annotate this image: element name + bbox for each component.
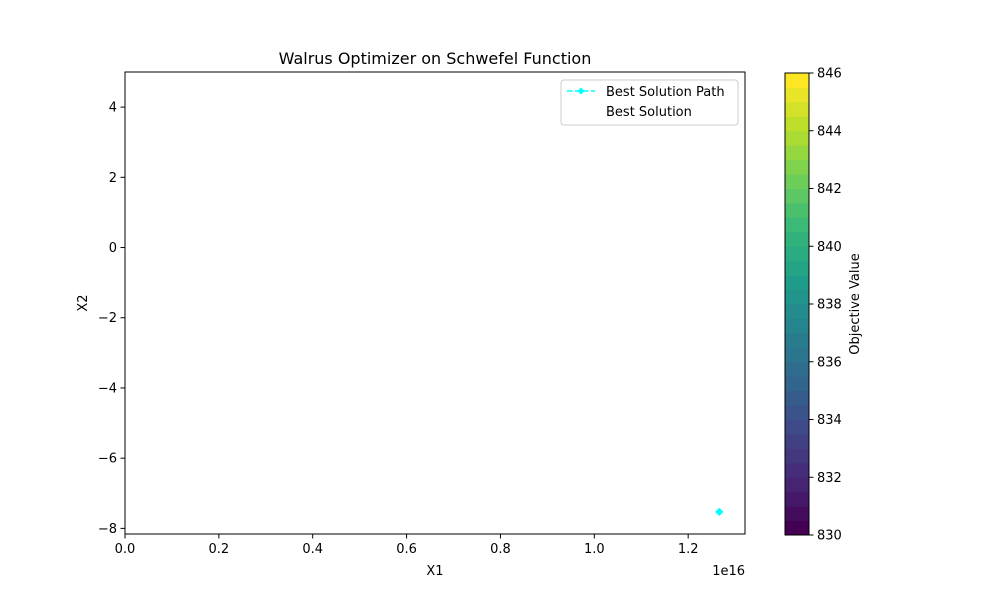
data-point [715, 507, 724, 517]
colorbar-tick-label: 832 [817, 471, 842, 486]
y-tick-label: −2 [98, 311, 117, 326]
colorbar-gradient [785, 73, 809, 536]
colorbar-level [785, 376, 809, 392]
colorbar-tick-label: 830 [817, 529, 842, 544]
x-tick-label: 0.2 [209, 542, 230, 557]
x-axis-label: X1 [426, 564, 443, 579]
colorbar-level [785, 174, 809, 189]
colorbar-tick-label: 844 [817, 124, 842, 139]
y-axis-label: X2 [76, 294, 91, 311]
colorbar-level [785, 318, 809, 334]
colorbar-label: Objective Value [848, 253, 863, 354]
y-axis: 4 2 0 −2 −4 −6 −8 [98, 101, 125, 537]
colorbar-level [785, 390, 809, 406]
colorbar-level [785, 116, 809, 132]
y-tick-label: −6 [98, 452, 117, 467]
colorbar: 830 832 834 836 838 840 842 844 846 Objective Va… [784, 67, 863, 544]
data-layer [715, 507, 724, 517]
colorbar-level [785, 246, 809, 262]
colorbar-level [785, 419, 809, 435]
colorbar-level [785, 433, 809, 449]
colorbar-level [785, 405, 809, 420]
colorbar-level [785, 347, 809, 363]
chart-title: Walrus Optimizer on Schwefel Function [279, 49, 592, 68]
y-tick-label: −4 [98, 381, 117, 396]
colorbar-level [785, 145, 809, 161]
colorbar-level [785, 304, 809, 319]
x-offset-label: 1e16 [712, 564, 745, 579]
colorbar-level [785, 361, 809, 377]
colorbar-level [785, 275, 809, 291]
y-tick-label: 4 [109, 101, 117, 116]
colorbar-level [785, 159, 809, 175]
colorbar-tick-label: 840 [817, 240, 842, 255]
colorbar-level [785, 477, 809, 493]
plot-frame [124, 71, 746, 535]
colorbar-tick-label: 842 [817, 182, 842, 197]
legend-label-best-solution-path: Best Solution Path [606, 85, 725, 100]
legend-box [560, 79, 739, 126]
colorbar-level [785, 520, 809, 536]
legend-diamond-marker-icon [577, 87, 585, 95]
x-tick-label: 0.8 [490, 542, 511, 557]
colorbar-level [785, 217, 809, 233]
colorbar-tick-label: 834 [817, 413, 842, 428]
y-tick-label: 0 [109, 241, 117, 256]
colorbar-level [785, 260, 809, 276]
colorbar-level [785, 87, 809, 103]
colorbar-level [785, 231, 809, 247]
plot-area: 4 2 0 −2 −4 −6 −8 0.0 0.2 0.4 0.6 0.8 1.0 1.2 [98, 71, 746, 557]
x-tick-label: 0.0 [115, 542, 136, 557]
colorbar-level [785, 202, 809, 218]
colorbar-level [785, 491, 809, 507]
colorbar-level [785, 188, 809, 204]
colorbar-tick-label: 846 [817, 67, 842, 82]
x-tick-label: 0.6 [396, 542, 417, 557]
x-tick-label: 1.0 [584, 542, 605, 557]
y-tick-label: 2 [109, 171, 117, 186]
legend-label-best-solution: Best Solution [606, 105, 692, 120]
x-tick-label: 1.2 [678, 542, 699, 557]
colorbar-axis: 830 832 834 836 838 840 842 844 846 [809, 67, 842, 544]
colorbar-level [785, 332, 809, 348]
colorbar-level [785, 73, 809, 88]
y-tick-label: −8 [98, 522, 117, 537]
legend: Best Solution Path Best Solution [560, 79, 739, 126]
colorbar-level [785, 289, 809, 305]
colorbar-level [785, 130, 809, 146]
colorbar-level [785, 462, 809, 478]
colorbar-tick-label: 838 [817, 298, 842, 313]
colorbar-level [785, 448, 809, 464]
colorbar-tick-label: 836 [817, 355, 842, 370]
x-axis: 0.0 0.2 0.4 0.6 0.8 1.0 1.2 [115, 534, 699, 557]
colorbar-level [785, 101, 809, 117]
x-tick-label: 0.4 [302, 542, 323, 557]
colorbar-level [785, 506, 809, 522]
